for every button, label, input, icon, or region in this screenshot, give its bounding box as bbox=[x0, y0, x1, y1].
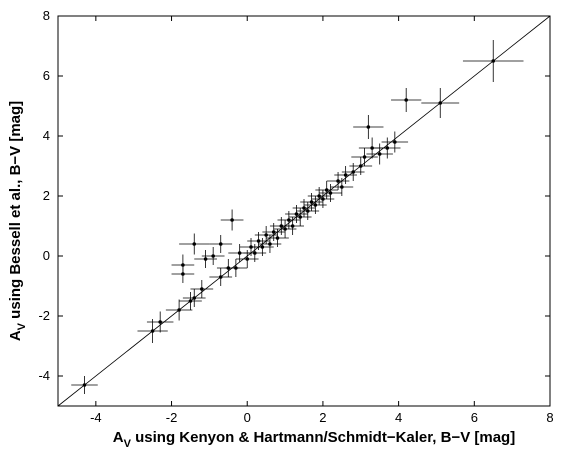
y-tick-label: -2 bbox=[38, 308, 50, 323]
x-axis-label-rest: using Kenyon & Hartmann/Schmidt−Kaler, B… bbox=[131, 429, 515, 446]
data-marker bbox=[404, 98, 408, 102]
data-marker bbox=[313, 203, 318, 207]
data-marker bbox=[218, 242, 223, 246]
data-marker bbox=[370, 146, 374, 150]
y-tick-label: 0 bbox=[43, 248, 50, 263]
data-point bbox=[334, 166, 357, 184]
data-marker bbox=[393, 140, 397, 144]
data-marker bbox=[271, 230, 276, 234]
y-tick-label: 4 bbox=[43, 128, 50, 143]
data-point bbox=[391, 88, 422, 112]
x-axis-ticks: -4 -2 0 2 4 6 8 bbox=[90, 16, 554, 425]
data-marker bbox=[366, 125, 371, 129]
data-marker bbox=[253, 251, 257, 255]
x-axis-label-subscript: V bbox=[124, 438, 132, 450]
data-point bbox=[220, 209, 244, 231]
data-marker bbox=[290, 224, 295, 228]
data-marker bbox=[328, 191, 333, 195]
x-tick-label: -4 bbox=[90, 410, 102, 425]
data-marker bbox=[305, 209, 310, 213]
data-marker bbox=[211, 254, 215, 258]
x-tick-label: 8 bbox=[546, 410, 553, 425]
data-marker bbox=[287, 218, 291, 222]
x-tick-label: -2 bbox=[166, 410, 178, 425]
y-axis-label: AV using Bessell et al., B−V [mag] bbox=[7, 101, 28, 341]
y-axis-ticks: -4 -2 0 2 4 6 8 bbox=[38, 8, 550, 383]
data-marker bbox=[275, 236, 280, 240]
data-points-layer bbox=[71, 40, 524, 394]
data-point bbox=[315, 181, 339, 199]
data-point bbox=[224, 259, 248, 277]
plot-frame bbox=[57, 15, 551, 407]
data-point bbox=[209, 235, 233, 253]
data-marker bbox=[385, 146, 390, 150]
data-marker bbox=[264, 233, 268, 237]
data-marker bbox=[237, 251, 242, 255]
x-axis-label: AV using Kenyon & Hartmann/Schmidt−Kaler… bbox=[113, 429, 515, 450]
data-marker bbox=[181, 272, 185, 276]
x-axis-label-main: A bbox=[113, 429, 124, 446]
data-marker bbox=[256, 239, 261, 243]
y-axis-label-subscript: V bbox=[16, 322, 28, 330]
data-marker bbox=[203, 257, 208, 261]
y-tick-label: 8 bbox=[43, 8, 50, 23]
y-axis-label-main: A bbox=[7, 330, 24, 341]
data-marker bbox=[309, 200, 314, 204]
data-marker bbox=[336, 179, 340, 183]
data-point bbox=[179, 233, 210, 255]
data-marker bbox=[298, 215, 303, 219]
data-marker bbox=[260, 245, 265, 249]
x-tick-label: 6 bbox=[471, 410, 478, 425]
data-point bbox=[374, 137, 401, 159]
x-tick-label: 4 bbox=[395, 410, 402, 425]
data-marker bbox=[268, 242, 272, 246]
y-tick-label: 2 bbox=[43, 188, 50, 203]
data-point bbox=[353, 115, 384, 139]
data-marker bbox=[200, 287, 204, 291]
data-point bbox=[190, 280, 214, 298]
data-marker bbox=[317, 194, 321, 198]
data-marker bbox=[234, 266, 238, 270]
data-marker bbox=[192, 242, 197, 246]
data-point bbox=[366, 143, 393, 165]
identity-reference-line bbox=[57, 15, 551, 407]
data-point bbox=[304, 196, 327, 214]
data-marker bbox=[324, 188, 329, 192]
y-tick-label: -4 bbox=[38, 368, 50, 383]
data-point bbox=[381, 131, 409, 153]
data-marker bbox=[245, 257, 250, 261]
data-marker bbox=[343, 173, 348, 177]
data-point bbox=[171, 265, 195, 283]
data-marker bbox=[362, 155, 367, 159]
x-tick-label: 2 bbox=[319, 410, 326, 425]
data-point bbox=[146, 311, 174, 333]
y-tick-label: 6 bbox=[43, 68, 50, 83]
data-marker bbox=[340, 185, 344, 189]
data-marker bbox=[377, 152, 382, 156]
data-marker bbox=[230, 218, 234, 222]
data-marker bbox=[283, 227, 287, 231]
data-marker bbox=[321, 197, 325, 201]
data-marker bbox=[294, 212, 299, 216]
data-marker bbox=[158, 320, 162, 324]
data-point bbox=[201, 247, 225, 265]
y-axis-label-rest: using Bessell et al., B−V [mag] bbox=[7, 101, 24, 323]
x-tick-label: 0 bbox=[244, 410, 251, 425]
data-marker bbox=[302, 206, 306, 210]
